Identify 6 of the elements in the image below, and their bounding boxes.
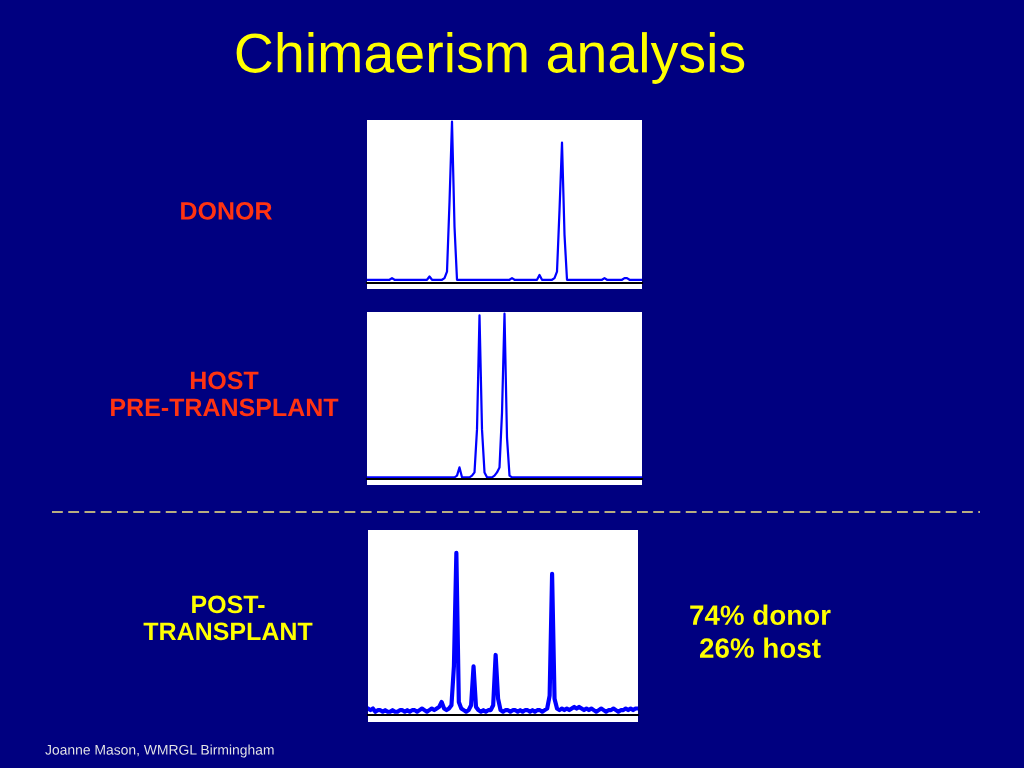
text: 74% donor 26% host: [690, 604, 831, 658]
y-axis-title: DONOR: [181, 202, 273, 220]
chart-title: Chimaerism analysis: [236, 32, 745, 84]
text: Joanne Mason, WMRGL Birmingham: [45, 744, 274, 758]
y-axis-title: HOST PRE-TRANSPLANT: [111, 371, 339, 417]
y-axis-title: POST- TRANSPLANT: [143, 595, 313, 641]
